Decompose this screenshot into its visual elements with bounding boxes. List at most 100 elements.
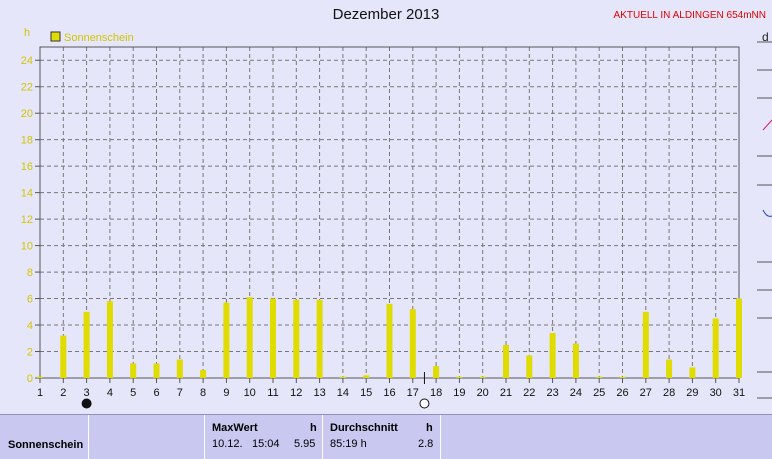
- maxwert-date: 10.12.: [212, 438, 243, 450]
- y-tick-label: 0: [27, 373, 33, 385]
- x-tick-label: 2: [60, 387, 66, 399]
- x-tick-label: 4: [107, 387, 113, 399]
- durchschnitt-unit: h: [426, 422, 433, 434]
- sunshine-bar: [433, 366, 440, 378]
- sunshine-bar: [83, 311, 90, 378]
- y-tick-label: 20: [21, 108, 33, 120]
- y-tick-label: 8: [27, 267, 33, 279]
- x-tick-label: 24: [570, 387, 582, 399]
- x-tick-label: 18: [430, 387, 442, 399]
- sunshine-bar: [363, 375, 370, 378]
- sunshine-bar: [200, 370, 207, 378]
- sunshine-bar: [666, 359, 673, 378]
- x-tick-label: 22: [523, 387, 535, 399]
- sunshine-bar: [316, 299, 323, 378]
- x-tick-label: 3: [84, 387, 90, 399]
- y-tick-label: 18: [21, 135, 33, 147]
- chart-title: Dezember 2013: [332, 6, 440, 23]
- x-tick-label: 16: [383, 387, 395, 399]
- x-tick-label: 11: [267, 387, 278, 399]
- sunshine-bar: [479, 376, 486, 378]
- maxwert-cell: MaxWert h 10.12. 15:04 5.95: [204, 415, 323, 459]
- legend-label: Sonnenschein: [64, 32, 134, 44]
- sunshine-bar: [549, 332, 556, 378]
- durchschnitt-value: 2.8: [418, 438, 434, 450]
- y-tick-label: 16: [21, 161, 33, 173]
- empty-cell: [88, 415, 205, 459]
- y-tick-label: 14: [21, 188, 33, 200]
- sunshine-bar: [689, 367, 696, 378]
- x-tick-label: 12: [290, 387, 302, 399]
- x-tick-label: 7: [177, 387, 183, 399]
- maxwert-value: 5.95: [294, 438, 316, 450]
- sunshine-bar: [130, 363, 137, 378]
- y-axis-unit-label: h: [24, 27, 30, 39]
- sunshine-bar: [409, 309, 416, 378]
- x-tick-label: 5: [130, 387, 136, 399]
- x-tick-label: 26: [616, 387, 628, 399]
- legend-swatch: [50, 31, 61, 42]
- x-tick-label: 30: [710, 387, 722, 399]
- sunshine-bar: [386, 303, 393, 378]
- sunshine-bar: [572, 343, 579, 378]
- sunshine-bar: [456, 376, 463, 378]
- sunshine-bar: [106, 301, 113, 378]
- sunshine-bar: [153, 363, 160, 378]
- x-tick-label: 1: [37, 387, 43, 399]
- durchschnitt-cell: Durchschnitt h 85:19 h 2.8: [322, 415, 441, 459]
- x-tick-label: 25: [593, 387, 605, 399]
- x-tick-label: 20: [477, 387, 489, 399]
- y-tick-label: 22: [21, 82, 33, 94]
- sunshine-bar: [526, 355, 533, 378]
- x-tick-label: 9: [223, 387, 229, 399]
- sunshine-bar: [270, 298, 276, 378]
- x-tick-label: 13: [313, 387, 325, 399]
- x-tick-label: 23: [546, 387, 558, 399]
- x-tick-label: 29: [686, 387, 698, 399]
- x-tick-label: 21: [500, 387, 512, 399]
- maxwert-unit: h: [310, 422, 317, 434]
- sunshine-bar: [503, 344, 509, 378]
- sunshine-bar: [642, 311, 649, 378]
- y-tick-label: 2: [27, 347, 33, 359]
- sunshine-bar: [339, 376, 346, 378]
- sunshine-bar: [176, 359, 183, 378]
- sunshine-bar: [293, 299, 300, 378]
- y-tick-label: 12: [21, 214, 33, 226]
- sunshine-bar: [223, 302, 230, 378]
- full-moon-icon: [419, 398, 430, 409]
- side-panel-decor: [757, 41, 772, 399]
- new-moon-icon: [81, 398, 92, 409]
- maxwert-time: 15:04: [252, 438, 280, 450]
- row-label-cell: Sonnenschein: [0, 415, 89, 459]
- maxwert-header: MaxWert: [212, 422, 258, 434]
- x-tick-label: 19: [453, 387, 465, 399]
- x-tick-label: 17: [407, 387, 419, 399]
- durchschnitt-total: 85:19 h: [330, 438, 367, 450]
- x-tick-label: 28: [663, 387, 675, 399]
- durchschnitt-header: Durchschnitt: [330, 422, 398, 434]
- x-tick-label: 15: [360, 387, 372, 399]
- sunshine-bar: [246, 297, 253, 378]
- x-tick-label: 8: [200, 387, 206, 399]
- sunshine-bar: [712, 318, 719, 378]
- sunshine-bar: [60, 335, 67, 378]
- y-tick-label: 6: [27, 294, 33, 306]
- sunshine-bar: [37, 376, 43, 378]
- y-tick-label: 10: [21, 241, 33, 253]
- y-tick-label: 24: [21, 55, 33, 67]
- station-label[interactable]: AKTUELL IN ALDINGEN 654mNN: [613, 10, 766, 21]
- side-panel-edge-letter: d: [762, 30, 769, 44]
- row-label: Sonnenschein: [8, 439, 84, 451]
- y-tick-label: 4: [27, 320, 33, 332]
- sunshine-bar: [596, 376, 603, 378]
- x-tick-label: 10: [244, 387, 256, 399]
- x-tick-label: 6: [153, 387, 159, 399]
- x-tick-label: 14: [337, 387, 349, 399]
- x-tick-label: 27: [640, 387, 652, 399]
- x-tick-label: 31: [733, 387, 745, 399]
- sunshine-bar: [619, 376, 626, 378]
- summary-table: Sonnenschein MaxWert h 10.12. 15:04 5.95…: [0, 414, 772, 459]
- sunshine-bar: [736, 298, 742, 378]
